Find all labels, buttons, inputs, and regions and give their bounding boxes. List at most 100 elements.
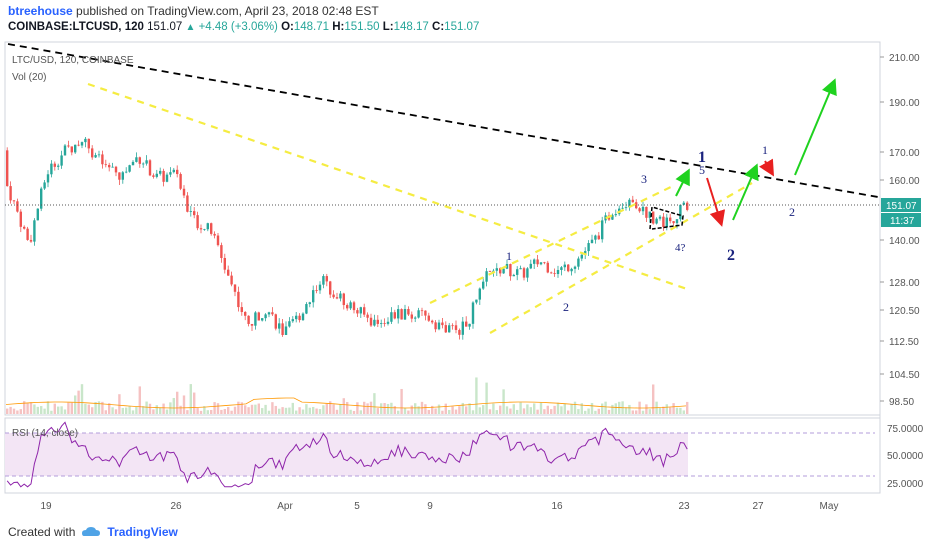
wave-label: 2 [727, 247, 735, 264]
candle-body [196, 215, 199, 229]
rsi-line [6, 421, 688, 488]
candle-body [162, 170, 165, 182]
footer-created-with: Created with [8, 525, 76, 539]
volume-bar [478, 407, 481, 414]
volume-bar [556, 402, 560, 414]
price-tick-label: 120.50 [889, 306, 920, 317]
candle-body [403, 308, 407, 320]
chart-canvas[interactable]: 1 2 3 4? 5 1 2 1 2 LTC/USD, 120, COINBAS… [0, 40, 932, 520]
candle-body [658, 216, 662, 219]
candle-body [29, 239, 33, 242]
author-link[interactable]: btreehouse [8, 4, 73, 18]
candle-body [431, 320, 434, 323]
volume-bar [441, 410, 444, 414]
volume-bar [227, 407, 230, 414]
candle-body [386, 321, 390, 324]
green-arrow-up-3 [794, 78, 837, 176]
volume-bar [471, 410, 475, 414]
volume-bar [244, 405, 247, 414]
tradingview-brand[interactable]: TradingView [107, 525, 178, 539]
volume-bar [356, 402, 359, 414]
volume-bar [553, 405, 556, 414]
volume-bar [516, 409, 519, 414]
candle-body [390, 312, 393, 322]
up-triangle-icon: ▲ [185, 22, 196, 33]
candle-body [278, 323, 281, 329]
candle-body [675, 219, 679, 224]
volume-bar [342, 398, 345, 414]
candle-body [179, 174, 182, 189]
volume-bar [522, 408, 526, 414]
volume-bar [104, 410, 107, 414]
candle-body [597, 235, 600, 240]
black-resistance-line [7, 43, 879, 198]
candle-body [193, 211, 196, 216]
volume-pane-label: Vol (20) [12, 72, 46, 83]
volume-bar [131, 410, 135, 414]
volume-bar [223, 408, 226, 414]
candle-body [495, 268, 498, 271]
candle-body [318, 284, 322, 291]
candle-body [434, 322, 437, 330]
time-tick-label: 27 [752, 501, 764, 512]
volume-bar [393, 406, 396, 414]
low-value: 148.17 [393, 21, 429, 33]
volume-bar [570, 404, 573, 414]
volume-bar [539, 402, 543, 414]
volume-bar [23, 401, 26, 414]
volume-bar [645, 404, 648, 414]
candle-body [295, 315, 298, 320]
last-price: 151.07 [147, 21, 183, 33]
volume-bar [152, 409, 155, 414]
candle-body [407, 308, 410, 315]
candle-body [665, 217, 668, 227]
volume-bar [19, 409, 22, 414]
volume-bar [407, 410, 410, 414]
triangle-pattern [649, 206, 684, 230]
volume-bar [114, 409, 118, 414]
candle-body [152, 175, 155, 177]
candle-body [176, 169, 179, 175]
volume-bar [318, 409, 322, 414]
volume-bar [26, 403, 29, 414]
candle-body [220, 245, 223, 258]
volume-bar [577, 409, 580, 414]
volume-bar [254, 404, 257, 414]
volume-bar [308, 407, 311, 414]
volume-bar [199, 410, 203, 414]
candle-body [376, 319, 379, 324]
candle-body [536, 259, 539, 265]
candle-body [23, 226, 26, 229]
candle-body [373, 319, 376, 326]
candle-body [131, 161, 135, 166]
volume-bar [46, 401, 50, 414]
volume-bar [257, 403, 260, 414]
candle-body [74, 144, 77, 153]
yellow-descending-line [87, 82, 691, 292]
candle-body [155, 173, 158, 177]
candle-body [46, 174, 50, 183]
volume-bar [648, 409, 651, 414]
candle-body [104, 164, 107, 166]
volume-ma-line [5, 397, 687, 409]
volume-bar [179, 405, 182, 414]
volume-bar [196, 408, 199, 414]
candle-body [261, 318, 264, 321]
last-price-badge [881, 198, 921, 212]
candle-body [553, 273, 556, 275]
volume-bar [475, 377, 478, 414]
candle-body [84, 138, 87, 143]
volume-bar [210, 409, 213, 414]
rsi-tick-label: 25.0000 [887, 479, 924, 490]
price-tick-label: 112.50 [889, 337, 919, 348]
volume-bar [312, 406, 315, 414]
volume-bar [652, 384, 655, 414]
candle-body [573, 266, 577, 269]
volume-bar [427, 409, 430, 414]
candle-body [482, 281, 485, 289]
candle-body [420, 310, 424, 312]
candle-body [512, 274, 515, 277]
candle-body [519, 268, 522, 270]
candle-body [417, 310, 420, 318]
candle-body [682, 202, 685, 205]
